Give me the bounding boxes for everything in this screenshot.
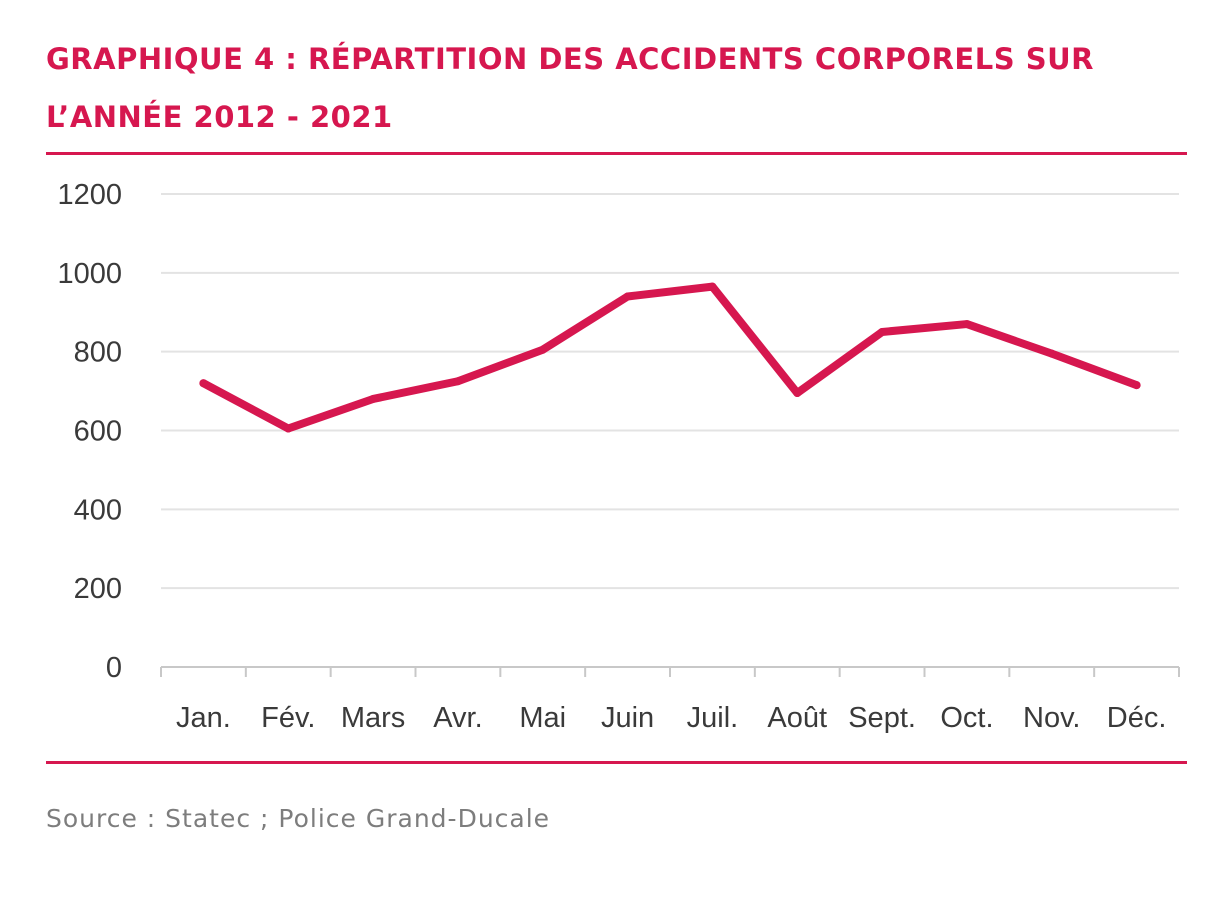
data-point [1047, 349, 1056, 358]
x-tick-label: Juil. [687, 702, 739, 734]
y-tick-label: 1000 [57, 258, 122, 290]
y-axis-ticks: 0 200 400 600 800 1000 1200 [57, 179, 122, 684]
x-tick-label: Oct. [940, 702, 993, 734]
data-point [962, 320, 971, 329]
x-tick-label: Avr. [433, 702, 482, 734]
x-tick-label: Fév. [261, 702, 315, 734]
y-tick-label: 400 [74, 494, 122, 526]
x-tick-label: Déc. [1107, 702, 1167, 734]
x-tick-label: Sept. [848, 702, 916, 734]
data-point [793, 389, 802, 398]
data-point [878, 327, 887, 336]
data-point [623, 292, 632, 301]
series-line [199, 282, 1141, 433]
chart-title-line-1: GRAPHIQUE 4 : RÉPARTITION DES ACCIDENTS … [46, 42, 1094, 76]
data-point [199, 379, 208, 388]
x-axis-ticks: Jan. Fév. Mars Avr. Mai Juin Juil. Août Sept. Oct… [176, 702, 1166, 734]
top-divider [46, 152, 1187, 155]
x-tick-label: Juin [601, 702, 654, 734]
x-tick-label: Mars [341, 702, 405, 734]
x-tick-label: Jan. [176, 702, 231, 734]
y-tick-label: 200 [74, 573, 122, 605]
y-tick-label: 1200 [57, 179, 122, 211]
x-tick-label: Mai [519, 702, 566, 734]
series-layer [199, 282, 1141, 433]
y-tick-label: 800 [74, 337, 122, 369]
chart-title: GRAPHIQUE 4 : RÉPARTITION DES ACCIDENTS … [46, 30, 1186, 146]
y-tick-label: 600 [74, 416, 122, 448]
data-point [1132, 381, 1141, 390]
data-point [369, 394, 378, 403]
data-point [453, 377, 462, 386]
gridlines [161, 193, 1179, 590]
source-note: Source : Statec ; Police Grand-Ducale [46, 804, 551, 833]
chart-title-line-2: L’ANNÉE 2012 - 2021 [46, 100, 393, 134]
y-tick-label: 0 [106, 652, 122, 684]
x-tick-label: Nov. [1023, 702, 1080, 734]
data-point [284, 424, 293, 433]
bottom-divider [46, 761, 1187, 764]
x-tick-label: Août [767, 702, 827, 734]
x-axis [160, 666, 1180, 677]
data-point [538, 345, 547, 354]
data-point [708, 282, 717, 291]
